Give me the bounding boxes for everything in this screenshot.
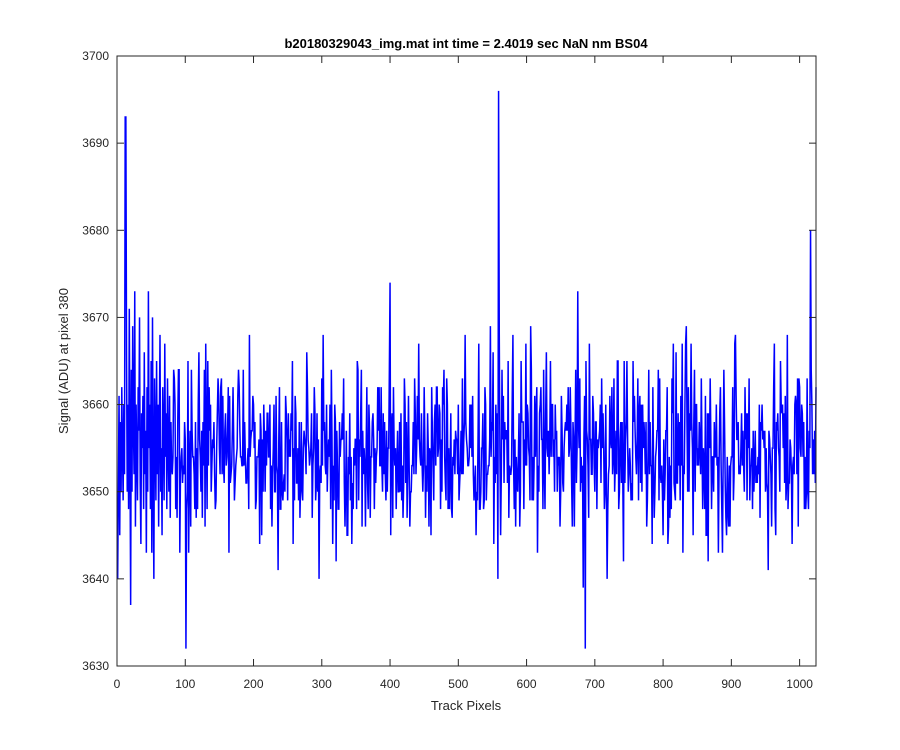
- y-tick-label: 3670: [82, 310, 109, 324]
- x-tick-label: 400: [380, 677, 400, 691]
- series-layer: [116, 90, 817, 649]
- x-tick-label: 100: [175, 677, 195, 691]
- x-tick-label: 800: [653, 677, 673, 691]
- x-tick-label: 600: [517, 677, 537, 691]
- y-tick-label: 3660: [82, 398, 109, 412]
- chart-title: b20180329043_img.mat int time = 2.4019 s…: [284, 36, 648, 51]
- y-tick-label: 3640: [82, 572, 109, 586]
- axes-box: [116, 55, 817, 667]
- x-tick-label: 900: [721, 677, 741, 691]
- plot-area: [117, 56, 816, 666]
- y-tick-label: 3680: [82, 223, 109, 237]
- x-axis-title: Track Pixels: [431, 698, 502, 713]
- y-axis-title: Signal (ADU) at pixel 380: [56, 288, 71, 434]
- y-tick-label: 3630: [82, 659, 109, 673]
- y-tick-label: 3690: [82, 136, 109, 150]
- x-tick-label: 1000: [786, 677, 813, 691]
- x-tick-label: 500: [448, 677, 468, 691]
- signal-line: [116, 90, 817, 649]
- y-tick-label: 3700: [82, 49, 109, 63]
- x-tick-label: 200: [244, 677, 264, 691]
- x-axis: 0 100 200 300 400 500 600 700 800 900 1000: [114, 56, 813, 691]
- x-tick-label: 300: [312, 677, 332, 691]
- x-tick-label: 0: [114, 677, 121, 691]
- y-axis: 3630 3640 3650 3660 3670 3680 3690 3700: [82, 49, 816, 673]
- x-tick-label: 700: [585, 677, 605, 691]
- y-tick-label: 3650: [82, 485, 109, 499]
